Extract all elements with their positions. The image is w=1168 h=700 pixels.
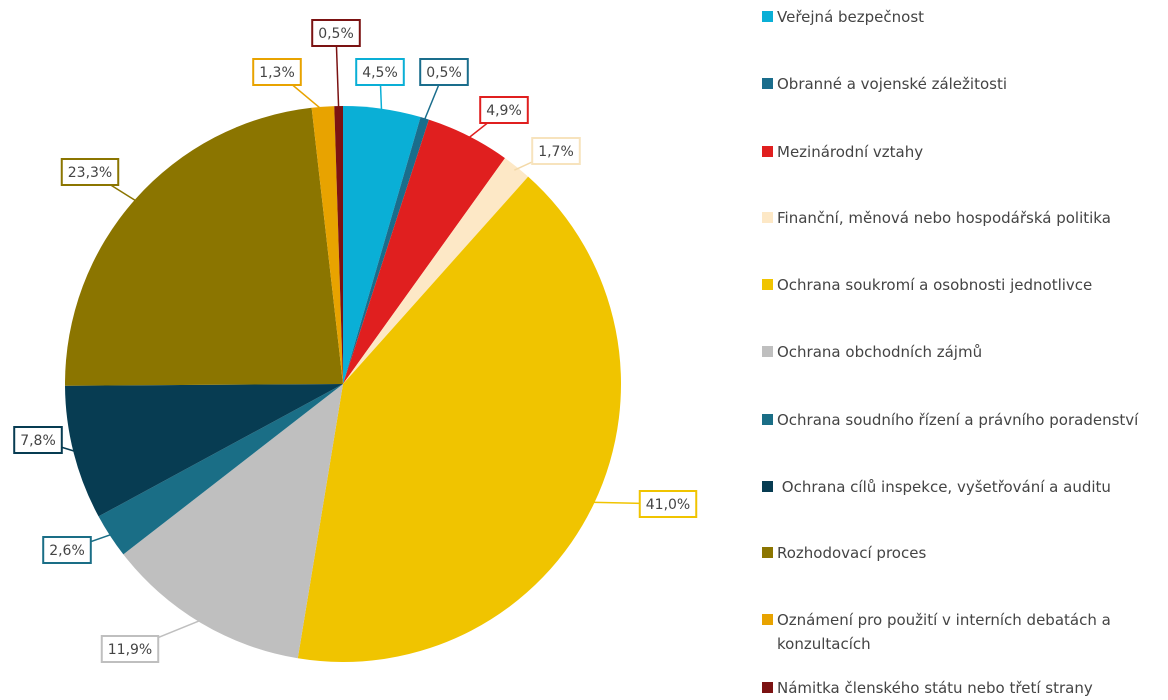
data-label-text: 23,3%	[68, 165, 112, 181]
legend-label: Mezinárodní vztahy	[777, 143, 924, 161]
legend-label: Rozhodovací proces	[777, 544, 927, 562]
legend-item: Mezinárodní vztahy	[762, 140, 1166, 164]
data-label: 7,8%	[13, 426, 63, 454]
legend-swatch	[762, 547, 773, 558]
data-label: 1,7%	[531, 137, 581, 165]
pie-slice	[297, 176, 621, 662]
data-label-box	[100, 635, 160, 663]
pie-slice	[65, 107, 343, 386]
legend-swatch	[762, 279, 773, 290]
legend-swatch	[762, 146, 773, 157]
legend-item: Ochrana obchodních zájmů	[762, 340, 1166, 364]
legend-label: Oznámení pro použití v interních debatác…	[777, 611, 1116, 653]
pie-slice	[343, 106, 421, 384]
legend-swatch	[762, 614, 773, 625]
legend-swatch	[762, 682, 773, 693]
legend-swatch	[762, 11, 773, 22]
data-label-box	[638, 490, 698, 518]
data-label-text: 41,0%	[646, 497, 690, 513]
pie-slice	[343, 158, 529, 384]
legend-item: Ochrana soudního řízení a právního porad…	[762, 408, 1166, 432]
legend-item: Veřejná bezpečnost	[762, 5, 1166, 29]
data-label: 11,9%	[100, 635, 160, 663]
legend-swatch	[762, 481, 773, 492]
data-label-text: 4,5%	[362, 65, 398, 81]
legend-swatch	[762, 212, 773, 223]
data-label-text: 0,5%	[426, 65, 462, 81]
data-label: 2,6%	[42, 536, 92, 564]
data-label-text: 11,9%	[108, 642, 152, 658]
data-label-box	[252, 58, 302, 86]
data-label-box	[60, 158, 120, 186]
legend-swatch	[762, 414, 773, 425]
data-label-text: 2,6%	[49, 543, 85, 559]
data-label: 4,9%	[479, 96, 529, 124]
data-label: 4,5%	[355, 58, 405, 86]
legend-item: Rozhodovací proces	[762, 541, 1166, 565]
pie-slice	[343, 119, 505, 384]
pie-slice	[98, 384, 343, 555]
legend-label: Finanční, měnová nebo hospodářská politi…	[777, 209, 1111, 227]
data-label-box	[419, 58, 469, 86]
data-label-text: 4,9%	[486, 103, 522, 119]
pie-slice	[343, 117, 429, 384]
data-label-text: 1,3%	[259, 65, 295, 81]
legend-label: Námitka členského státu nebo třetí stran…	[777, 679, 1093, 697]
legend-item: Finanční, měnová nebo hospodářská politi…	[762, 206, 1166, 230]
legend-item: Ochrana cílů inspekce, vyšetřování a aud…	[762, 475, 1166, 499]
data-label: 23,3%	[60, 158, 120, 186]
legend-label: Ochrana soukromí a osobnosti jednotlivce	[777, 276, 1093, 294]
data-label-text: 7,8%	[20, 433, 56, 449]
pie-slice	[334, 106, 343, 384]
data-label: 1,3%	[252, 58, 302, 86]
legend-label: Veřejná bezpečnost	[777, 8, 925, 26]
pie-slice	[123, 384, 343, 659]
legend-item: Obranné a vojenské záležitosti	[762, 72, 1166, 96]
data-label-box	[42, 536, 92, 564]
legend-item: Oznámení pro použití v interních debatác…	[762, 608, 1166, 656]
pie-slice	[311, 106, 343, 384]
data-label-text: 1,7%	[538, 144, 574, 160]
legend-label: Obranné a vojenské záležitosti	[777, 75, 1008, 93]
legend-label: Ochrana soudního řízení a právního porad…	[777, 411, 1139, 429]
legend-swatch	[762, 78, 773, 89]
data-label-box	[13, 426, 63, 454]
legend-label: Ochrana cílů inspekce, vyšetřování a aud…	[777, 478, 1111, 496]
chart: 4,5% 0,5% 4,9% 1,7% 41,0% 11,9% 2,6% 7,8% 23,3% 1…	[13, 19, 698, 663]
pie-slice	[65, 384, 343, 517]
legend-item: Námitka členského státu nebo třetí stran…	[762, 676, 1166, 700]
data-label-box	[355, 58, 405, 86]
legend-item: Ochrana soukromí a osobnosti jednotlivce	[762, 273, 1166, 297]
data-label: 0,5%	[311, 19, 361, 47]
legend-label: Ochrana obchodních zájmů	[777, 343, 983, 361]
data-label-box	[479, 96, 529, 124]
data-label: 0,5%	[419, 58, 469, 86]
data-label-box	[311, 19, 361, 47]
data-label-box	[531, 137, 581, 165]
data-label: 41,0%	[638, 490, 698, 518]
legend-swatch	[762, 346, 773, 357]
data-label-text: 0,5%	[318, 26, 354, 42]
